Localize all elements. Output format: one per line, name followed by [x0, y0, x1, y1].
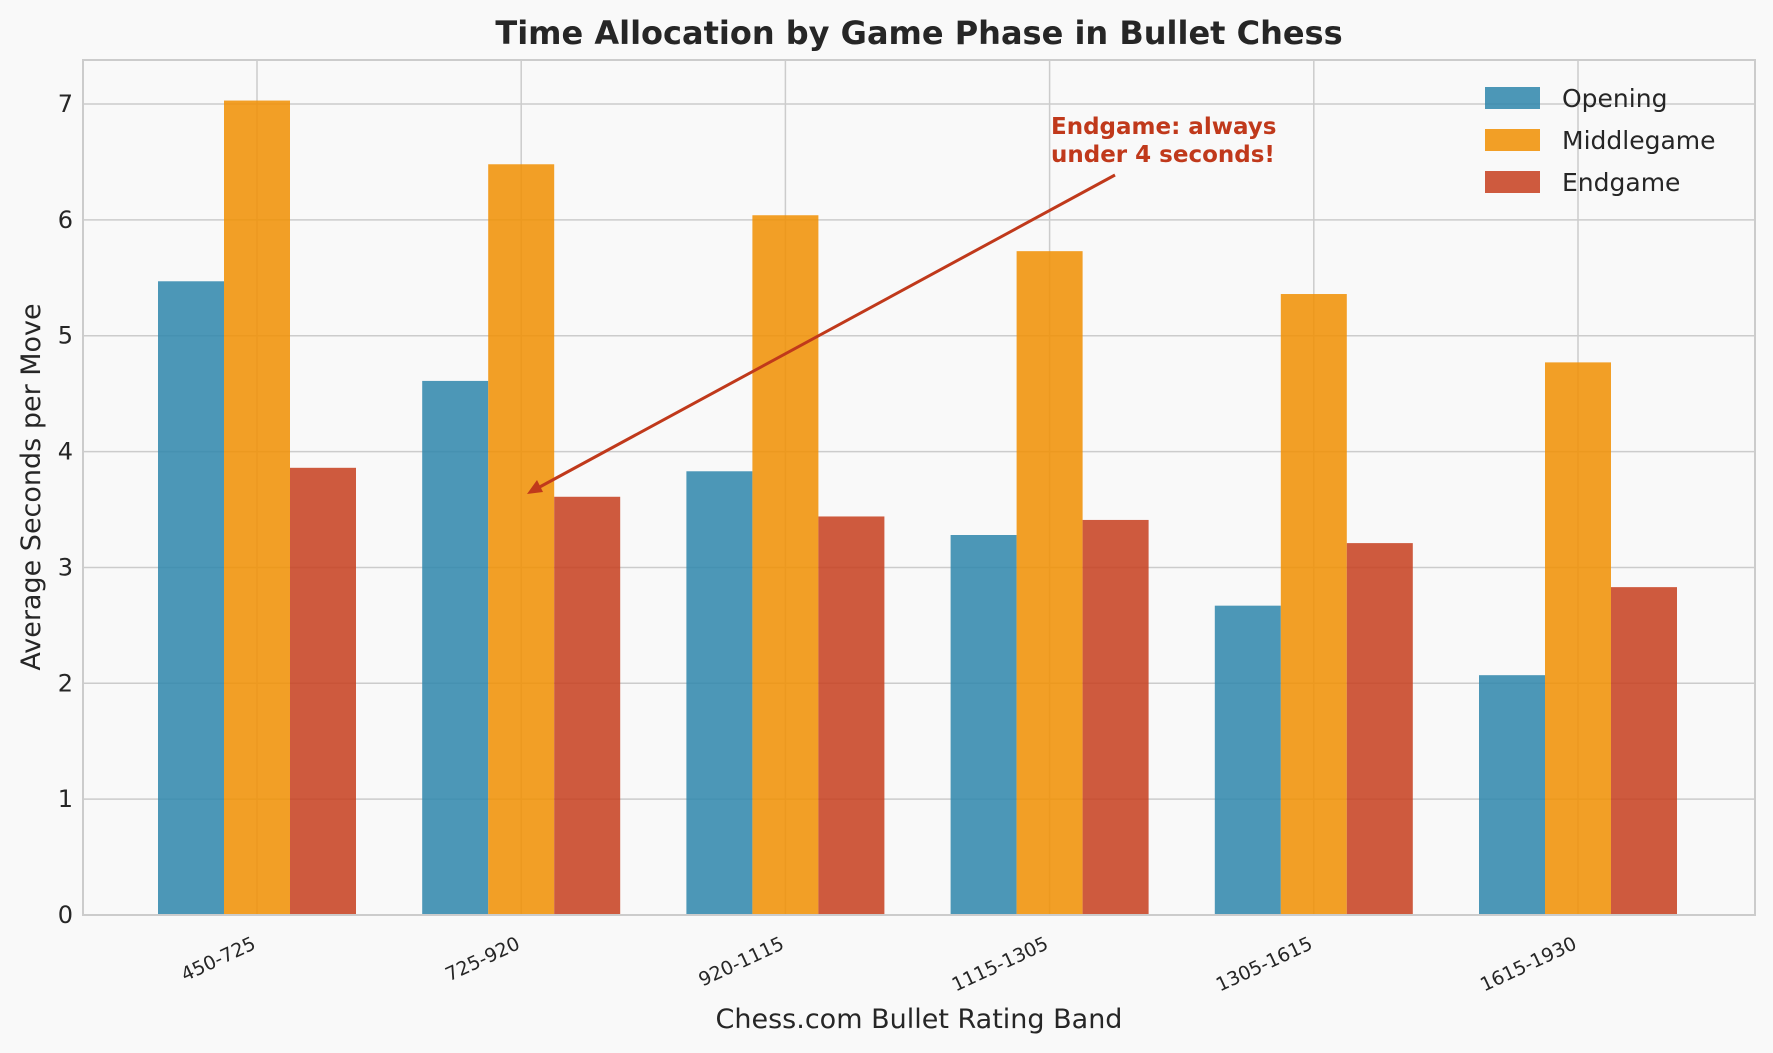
y-tick-label: 6 [58, 206, 73, 234]
y-tick-labels: 0 1 2 3 4 5 6 7 [58, 90, 73, 929]
legend-label-endgame: Endgame [1562, 168, 1680, 197]
bar-opening-1305-1615 [1214, 605, 1281, 915]
bars [158, 100, 1677, 916]
bar-opening-725-920 [422, 380, 489, 915]
annotation-arrow-line [535, 173, 1116, 491]
annotation-line-1: Endgame: always [1051, 114, 1276, 140]
legend-swatch-opening [1485, 87, 1540, 109]
y-tick-label: 0 [58, 901, 73, 929]
bar-middlegame-725-920 [488, 164, 555, 915]
legend: Opening Middlegame Endgame [1485, 84, 1716, 197]
bar-middlegame-1615-1930 [1545, 362, 1611, 915]
y-axis-label: Average Seconds per Move [16, 303, 47, 670]
bar-endgame-920-1115 [818, 516, 885, 915]
y-tick-label: 4 [58, 438, 73, 466]
bar-opening-920-1115 [686, 471, 753, 915]
y-tick-label: 1 [58, 785, 73, 813]
y-tick-label: 3 [58, 553, 73, 581]
annotation-arrowhead [527, 480, 543, 494]
bar-opening-1615-1930 [1479, 675, 1545, 915]
y-tick-label: 5 [58, 322, 73, 350]
annotation: Endgame: always under 4 seconds! [527, 114, 1276, 494]
bar-endgame-1615-1930 [1611, 587, 1677, 915]
bar-endgame-1115-1305 [1082, 519, 1149, 915]
bar-middlegame-920-1115 [752, 215, 819, 915]
legend-swatch-endgame [1485, 171, 1540, 193]
chart-title: Time Allocation by Game Phase in Bullet … [495, 14, 1342, 52]
legend-label-middlegame: Middlegame [1562, 126, 1716, 155]
bar-endgame-725-920 [554, 496, 621, 915]
bar-opening-1115-1305 [950, 535, 1017, 915]
legend-label-opening: Opening [1562, 84, 1667, 113]
y-tick-label: 7 [58, 90, 73, 118]
bar-middlegame-1115-1305 [1016, 251, 1083, 915]
legend-swatch-middlegame [1485, 129, 1540, 151]
plot-area [83, 60, 1755, 915]
bar-middlegame-1305-1615 [1280, 294, 1347, 915]
bar-opening-450-725 [158, 281, 224, 915]
x-axis-label: Chess.com Bullet Rating Band [716, 1004, 1123, 1035]
plot-frame [82, 59, 1756, 916]
bar-endgame-1305-1615 [1346, 543, 1413, 915]
y-tick-label: 2 [58, 669, 73, 697]
bar-endgame-450-725 [290, 467, 356, 915]
bar-middlegame-450-725 [224, 100, 290, 916]
annotation-line-2: under 4 seconds! [1051, 142, 1275, 168]
